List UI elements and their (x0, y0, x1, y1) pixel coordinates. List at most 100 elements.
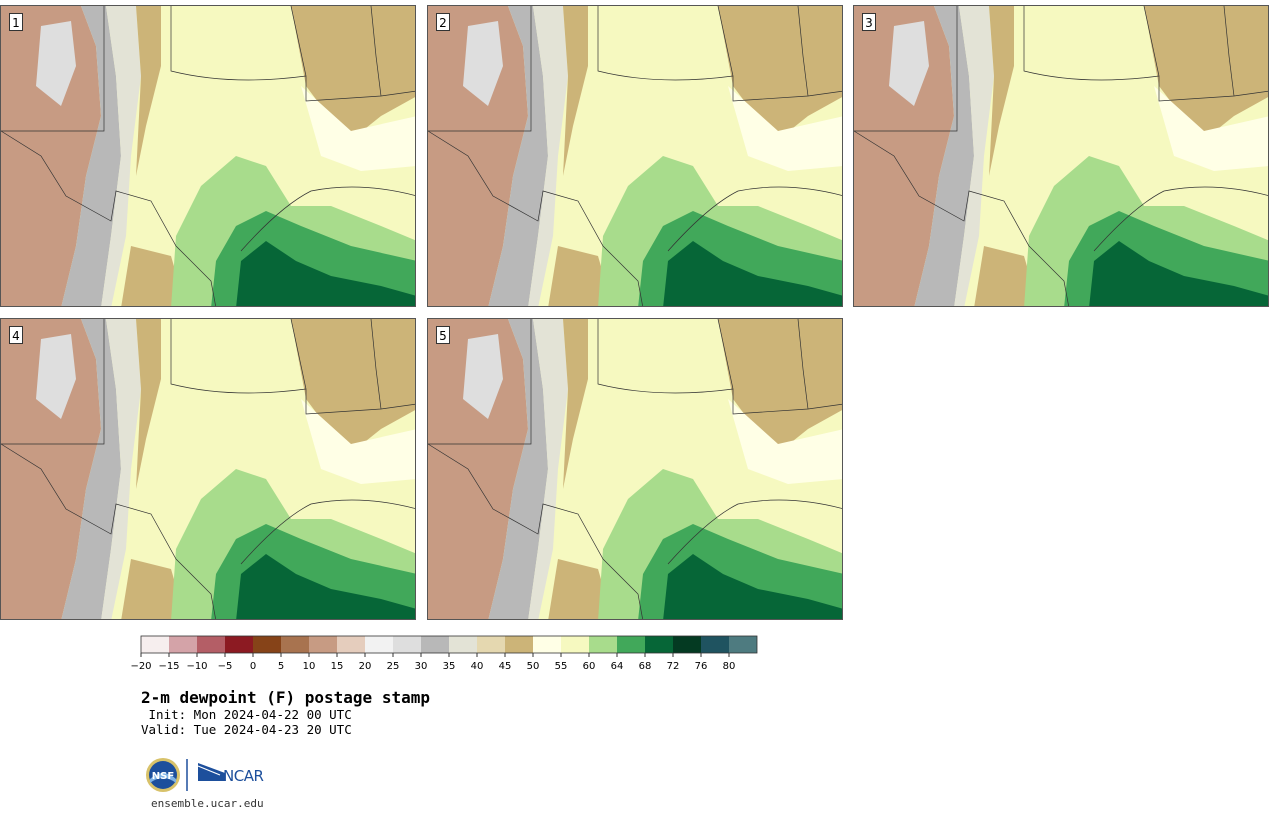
state-border (290, 6, 415, 102)
website-url: ensemble.ucar.edu (151, 797, 264, 810)
colorbar-swatch (561, 636, 589, 653)
dewpoint-region (301, 399, 415, 484)
colorbar-swatch (729, 636, 757, 653)
colorbar-tick-label: 76 (695, 661, 708, 672)
dewpoint-region (854, 6, 954, 306)
dewpoint-region (36, 334, 76, 419)
colorbar-swatch (169, 636, 197, 653)
dewpoint-region (61, 319, 121, 619)
stamp-panel-3: 3 (853, 5, 1269, 307)
dewpoint-region (301, 86, 415, 171)
dewpoint-region (718, 319, 842, 449)
colorbar-tick-label: 40 (471, 661, 484, 672)
init-time: Init: Mon 2024-04-22 00 UTC (141, 707, 352, 722)
dewpoint-region (121, 559, 186, 619)
dewpoint-region (488, 319, 548, 619)
stamp-panel-1: 1 (0, 5, 416, 307)
stamp-panel-2: 2 (427, 5, 843, 307)
state-border (170, 6, 307, 81)
valid-time: Valid: Tue 2024-04-23 20 UTC (141, 722, 352, 737)
panel-number: 4 (9, 326, 23, 344)
dewpoint-region (663, 554, 842, 619)
dewpoint-region (236, 241, 415, 306)
dewpoint-region (1, 6, 101, 306)
colorbar-swatch (281, 636, 309, 653)
dewpoint-region (1, 319, 101, 619)
dewpoint-region (663, 241, 842, 306)
colorbar-swatch (505, 636, 533, 653)
colorbar-swatch (253, 636, 281, 653)
dewpoint-region (101, 319, 141, 619)
dewpoint-region (36, 21, 76, 106)
dewpoint-region (728, 86, 842, 171)
state-border (1, 319, 105, 445)
colorbar-tick-label: −20 (130, 661, 151, 672)
colorbar-tick-label: 15 (331, 661, 344, 672)
dewpoint-region (528, 319, 568, 619)
state-border (717, 6, 842, 102)
dewpoint-region (488, 6, 548, 306)
dewpoint-map (854, 6, 1268, 306)
panel-number: 2 (436, 13, 450, 31)
dewpoint-region (463, 21, 503, 106)
colorbar-swatch (393, 636, 421, 653)
colorbar-tick-label: 64 (611, 661, 624, 672)
state-border (667, 499, 842, 565)
colorbar-swatch (309, 636, 337, 653)
dewpoint-region (914, 6, 974, 306)
dewpoint-region (718, 6, 842, 136)
dewpoint-region (1144, 6, 1268, 136)
dewpoint-map (428, 6, 842, 306)
colorbar-swatch (645, 636, 673, 653)
colorbar-tick-label: 45 (499, 661, 512, 672)
dewpoint-region (548, 559, 613, 619)
colorbar-tick-label: 20 (359, 661, 372, 672)
panel-number: 5 (436, 326, 450, 344)
state-border (717, 319, 842, 415)
dewpoint-region (291, 6, 415, 136)
colorbar-tick-label: 0 (250, 661, 256, 672)
state-border (667, 186, 842, 252)
state-border (597, 6, 734, 81)
state-border (854, 130, 1069, 306)
colorbar-tick-label: −5 (218, 661, 233, 672)
colorbar-tick-label: 72 (667, 661, 680, 672)
colorbar-swatch (421, 636, 449, 653)
panel-number: 3 (862, 13, 876, 31)
state-border (797, 319, 809, 410)
colorbar-swatch (449, 636, 477, 653)
colorbar-tick-label: 5 (278, 661, 284, 672)
colorbar-swatch (225, 636, 253, 653)
logos: NSF NCAR (145, 757, 275, 799)
colorbar-swatch (141, 636, 169, 653)
state-border (428, 6, 532, 132)
state-border (370, 319, 382, 410)
figure-title: 2-m dewpoint (F) postage stamp (141, 688, 430, 707)
colorbar-swatch (673, 636, 701, 653)
state-border (240, 186, 415, 252)
colorbar-tick-label: 35 (443, 661, 456, 672)
stamp-panel-4: 4 (0, 318, 416, 620)
state-border (1023, 6, 1160, 81)
dewpoint-region (428, 319, 528, 619)
dewpoint-region (428, 6, 528, 306)
dewpoint-region (463, 334, 503, 419)
state-border (370, 6, 382, 97)
state-border (240, 499, 415, 565)
colorbar-swatch (337, 636, 365, 653)
colorbar-tick-label: −15 (158, 661, 179, 672)
state-border (290, 319, 415, 415)
dewpoint-region (136, 319, 161, 489)
state-border (428, 443, 643, 619)
colorbar-tick-label: 60 (583, 661, 596, 672)
dewpoint-region (1154, 86, 1268, 171)
state-border (1223, 6, 1235, 97)
colorbar-swatch (365, 636, 393, 653)
dewpoint-map (1, 319, 415, 619)
colorbar-legend: −20 −15 −10 −5 0 5 10 15 20 25 30 35 40 45 50 55 60 64 68 7… (130, 635, 758, 672)
colorbar-tick-label: 30 (415, 661, 428, 672)
colorbar-swatch (617, 636, 645, 653)
colorbar-swatch (533, 636, 561, 653)
colorbar-tick-label: 68 (639, 661, 652, 672)
dewpoint-region (61, 6, 121, 306)
